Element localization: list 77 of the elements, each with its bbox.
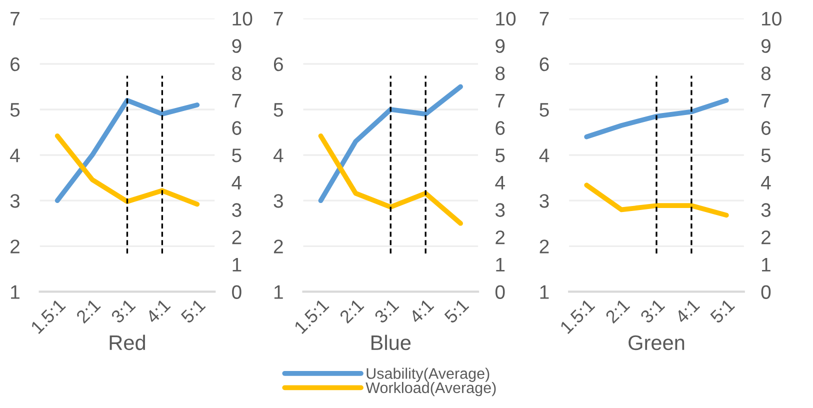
y2-tick-label: 3 bbox=[761, 203, 771, 217]
y2-tick-label: 6 bbox=[232, 121, 242, 135]
y2-tick-label: 10 bbox=[496, 12, 516, 26]
y2-tick-label: 0 bbox=[495, 285, 505, 299]
x-tick-label: 2:1 bbox=[76, 298, 101, 324]
line-series bbox=[584, 98, 729, 140]
y-tick-label: 7 bbox=[274, 12, 283, 26]
y-tick-label: 5 bbox=[274, 103, 283, 117]
x-tick-label: 3:1 bbox=[110, 298, 136, 324]
y-tick-label: 3 bbox=[10, 194, 20, 208]
y2-tick-label: 5 bbox=[761, 148, 771, 162]
y-tick-label: 6 bbox=[540, 57, 549, 72]
x-axis-title: Green bbox=[628, 335, 684, 350]
y-tick-label: 4 bbox=[539, 148, 550, 162]
x-tick-label: 4:1 bbox=[674, 298, 700, 324]
y-tick-label: 5 bbox=[10, 103, 20, 117]
line-series bbox=[318, 84, 463, 204]
x-tick-label: 2:1 bbox=[338, 298, 364, 324]
y2-tick-label: 2 bbox=[232, 230, 242, 244]
line-series bbox=[584, 182, 729, 218]
x-tick-label: 3:1 bbox=[640, 298, 666, 324]
y2-tick-label: 8 bbox=[232, 66, 242, 80]
y2-tick-label: 2 bbox=[762, 230, 770, 244]
y2-tick-label: 7 bbox=[762, 94, 770, 108]
y-tick-label: 2 bbox=[274, 240, 283, 254]
x-axis-title: Blue bbox=[372, 334, 411, 350]
line-series bbox=[54, 133, 200, 207]
y2-tick-label: 4 bbox=[761, 176, 771, 190]
y2-tick-label: 7 bbox=[496, 94, 505, 108]
x-tick-label: 4:1 bbox=[145, 298, 171, 324]
y-tick-label: 7 bbox=[10, 12, 20, 26]
y2-tick-label: 9 bbox=[232, 39, 242, 53]
y2-tick-label: 7 bbox=[232, 94, 242, 108]
x-tick-label: 5:1 bbox=[710, 298, 736, 324]
x-tick-label: 4:1 bbox=[408, 298, 434, 324]
legend-label: Usability(Average) bbox=[366, 368, 490, 382]
y2-tick-label: 9 bbox=[496, 39, 505, 53]
y-tick-label: 3 bbox=[540, 194, 549, 208]
y2-tick-label: 4 bbox=[495, 176, 505, 190]
y2-tick-label: 10 bbox=[232, 12, 252, 26]
y-tick-label: 4 bbox=[10, 148, 20, 162]
y-tick-label: 1 bbox=[11, 285, 20, 299]
y-tick-label: 2 bbox=[540, 240, 549, 254]
y-tick-label: 2 bbox=[10, 240, 20, 254]
y2-tick-label: 8 bbox=[496, 66, 505, 80]
x-axis-title: Red bbox=[110, 334, 145, 350]
y2-tick-label: 5 bbox=[232, 148, 242, 162]
y2-tick-label: 4 bbox=[232, 176, 242, 190]
y-tick-label: 3 bbox=[274, 194, 283, 208]
y2-tick-label: 6 bbox=[496, 121, 505, 135]
line-series bbox=[318, 133, 463, 226]
y2-tick-label: 1 bbox=[232, 258, 242, 272]
line-series bbox=[54, 98, 200, 204]
y-tick-label: 5 bbox=[540, 103, 549, 117]
x-tick-label: 5:1 bbox=[180, 298, 206, 324]
y2-tick-label: 1 bbox=[496, 258, 505, 272]
y2-tick-label: 3 bbox=[495, 203, 505, 217]
y2-tick-label: 5 bbox=[495, 148, 505, 162]
y2-tick-label: 0 bbox=[232, 285, 242, 299]
y2-tick-label: 8 bbox=[761, 66, 771, 80]
y2-tick-label: 6 bbox=[762, 121, 771, 135]
x-tick-label: 2:1 bbox=[604, 298, 630, 324]
y-tick-label: 4 bbox=[273, 148, 284, 162]
y2-tick-label: 10 bbox=[762, 12, 782, 26]
y-tick-label: 1 bbox=[540, 285, 549, 299]
y-tick-label: 7 bbox=[540, 12, 549, 26]
y2-tick-label: 9 bbox=[761, 39, 770, 53]
y2-tick-label: 0 bbox=[761, 285, 771, 299]
y2-tick-label: 3 bbox=[232, 203, 242, 217]
y-tick-label: 6 bbox=[274, 57, 283, 72]
x-tick-label: 3:1 bbox=[374, 298, 400, 324]
y2-tick-label: 1 bbox=[762, 258, 770, 272]
y-tick-label: 1 bbox=[274, 285, 283, 299]
x-tick-label: 5:1 bbox=[444, 298, 470, 324]
y2-tick-label: 2 bbox=[496, 230, 505, 244]
legend-label: Workload(Average) bbox=[366, 382, 496, 396]
y-tick-label: 6 bbox=[10, 57, 20, 72]
